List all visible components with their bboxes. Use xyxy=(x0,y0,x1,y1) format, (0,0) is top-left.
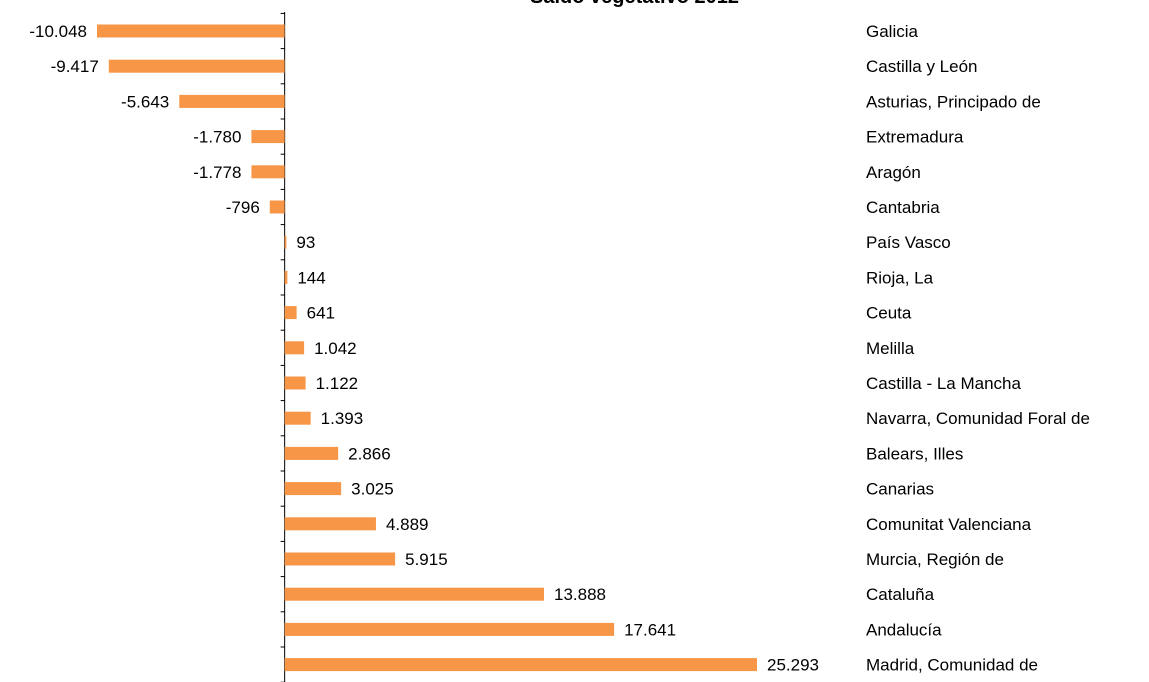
data-label: 13.888 xyxy=(554,585,606,604)
category-label: Cantabria xyxy=(866,198,940,217)
data-label: -1.778 xyxy=(193,163,241,182)
data-label: 25.293 xyxy=(767,656,819,675)
data-label: -9.417 xyxy=(51,57,99,76)
bar xyxy=(251,130,285,144)
data-label: -1.780 xyxy=(193,128,241,147)
category-label: Comunitat Valenciana xyxy=(866,515,1032,534)
data-label: -5.643 xyxy=(121,92,169,111)
data-label: 4.889 xyxy=(386,515,429,534)
bar xyxy=(284,482,342,496)
category-label: Madrid, Comunidad de xyxy=(866,656,1038,675)
bar xyxy=(284,235,287,249)
category-label: Murcia, Región de xyxy=(866,550,1004,569)
category-label: Balears, Illes xyxy=(866,444,963,463)
category-label: Cataluña xyxy=(866,585,935,604)
category-label: País Vasco xyxy=(866,233,951,252)
data-label: 17.641 xyxy=(624,620,676,639)
category-label: Canarias xyxy=(866,480,934,499)
category-label: Extremadura xyxy=(866,128,964,147)
bar xyxy=(269,200,285,214)
category-label: Castilla - La Mancha xyxy=(866,374,1022,393)
data-label: 2.866 xyxy=(348,444,391,463)
data-label: -796 xyxy=(226,198,260,217)
category-label: Rioja, La xyxy=(866,268,934,287)
data-label: 3.025 xyxy=(351,480,394,499)
data-label: 1.122 xyxy=(316,374,359,393)
category-label: Galicia xyxy=(866,22,919,41)
data-label: 1.393 xyxy=(321,409,364,428)
bar xyxy=(97,24,285,38)
category-label: Ceuta xyxy=(866,304,912,323)
category-label: Andalucía xyxy=(866,620,942,639)
category-label: Aragón xyxy=(866,163,921,182)
bar xyxy=(284,270,288,284)
bar xyxy=(179,94,285,108)
category-label: Navarra, Comunidad Foral de xyxy=(866,409,1090,428)
bar xyxy=(284,341,305,355)
data-label: 144 xyxy=(297,268,325,287)
category-label: Asturias, Principado de xyxy=(866,92,1041,111)
data-label: 641 xyxy=(307,304,335,323)
bar xyxy=(251,165,285,179)
bar xyxy=(284,411,311,425)
data-label: 93 xyxy=(296,233,315,252)
bar xyxy=(284,587,545,601)
bar xyxy=(284,622,615,636)
data-label: 1.042 xyxy=(314,339,357,358)
bar xyxy=(284,658,757,672)
data-label: -10.048 xyxy=(29,22,87,41)
bar xyxy=(108,59,285,73)
data-label: 5.915 xyxy=(405,550,448,569)
bar xyxy=(284,446,339,460)
bar xyxy=(284,306,297,320)
bar xyxy=(284,552,396,566)
chart-title: Saldo vegetativo 2012 xyxy=(0,0,1149,9)
category-label: Castilla y León xyxy=(866,57,978,76)
category-label: Melilla xyxy=(866,339,915,358)
bar xyxy=(284,517,376,531)
bar xyxy=(284,376,306,390)
